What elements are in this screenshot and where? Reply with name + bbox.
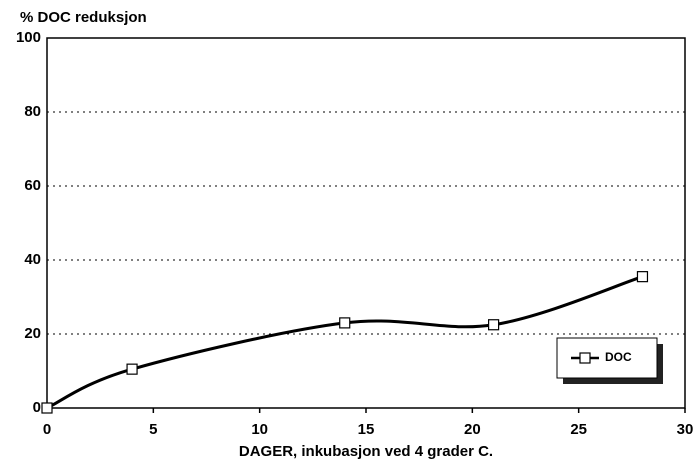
point-marker (636, 271, 649, 283)
point-marker (488, 319, 500, 331)
x-axis-label: DAGER, inkubasjon ved 4 grader C. (239, 443, 493, 460)
x-tick-label: 25 (570, 421, 587, 438)
y-tick-label: 80 (24, 103, 41, 120)
x-tick-label: 15 (358, 421, 375, 438)
chart-title: % DOC reduksjon (20, 9, 147, 26)
plot-frame (46, 37, 686, 409)
x-tick-label: 20 (464, 421, 481, 438)
x-tick-label: 5 (149, 421, 157, 438)
series-line (46, 275, 643, 410)
y-tick-label: 40 (24, 251, 41, 268)
y-tick-label: 20 (24, 325, 41, 342)
point-marker (126, 363, 138, 375)
legend-label: DOC (605, 350, 632, 364)
y-tick-label: 100 (16, 29, 41, 46)
x-tick-label: 30 (677, 421, 694, 438)
point-marker (339, 317, 351, 329)
legend-marker (579, 352, 591, 364)
y-tick-label: 60 (24, 177, 41, 194)
y-tick-label: 0 (33, 399, 41, 416)
x-tick-label: 10 (251, 421, 268, 438)
x-tick-label: 0 (43, 421, 51, 438)
point-marker (41, 402, 53, 414)
